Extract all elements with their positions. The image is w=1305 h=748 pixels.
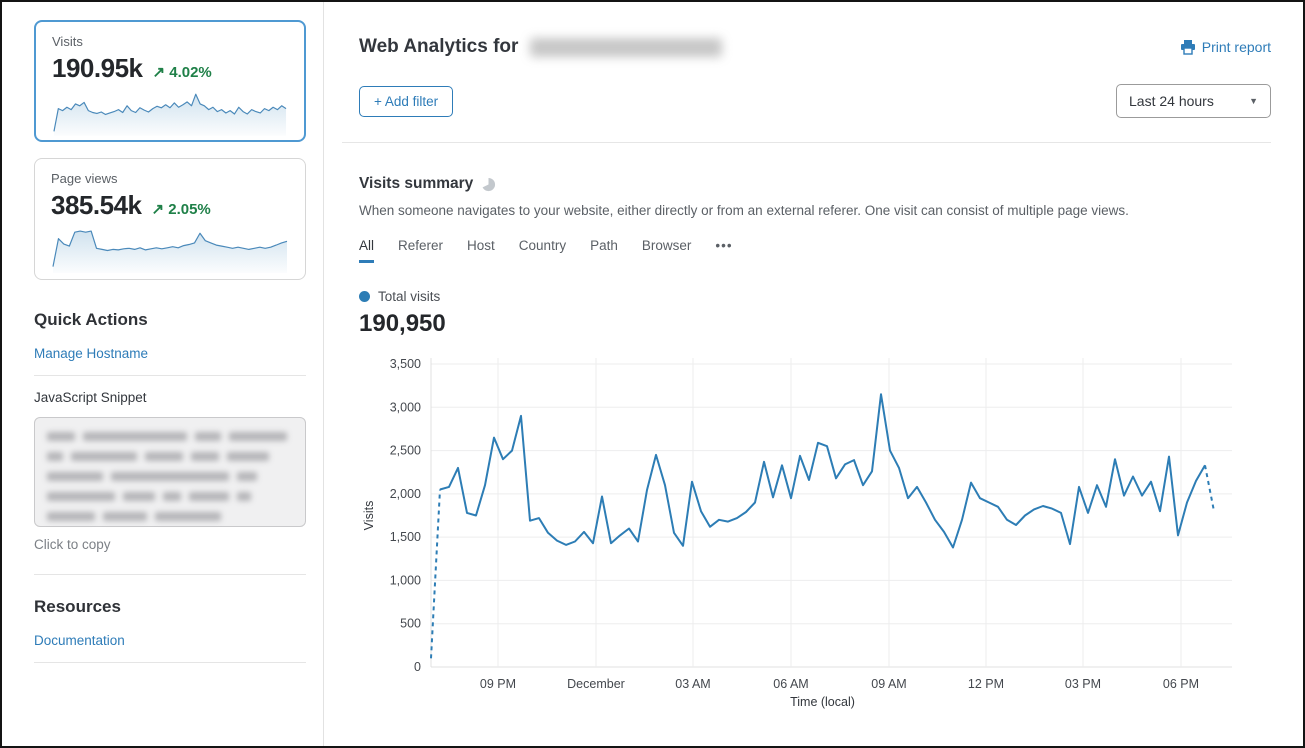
- svg-text:3,000: 3,000: [390, 400, 421, 414]
- svg-text:06 PM: 06 PM: [1163, 677, 1199, 691]
- metric-value: 385.54k: [51, 190, 142, 220]
- redacted-snippet-line: [47, 472, 293, 481]
- time-range-value: Last 24 hours: [1129, 93, 1214, 109]
- legend-label: Total visits: [378, 289, 441, 304]
- summary-tabs: All Referer Host Country Path Browser ••…: [359, 238, 1271, 263]
- tab-referer[interactable]: Referer: [398, 238, 444, 253]
- metric-value: 190.95k: [52, 53, 143, 83]
- tab-browser[interactable]: Browser: [641, 238, 692, 253]
- metric-delta: ↗ 2.05%: [151, 201, 211, 218]
- time-range-select[interactable]: Last 24 hours ▼: [1116, 84, 1271, 118]
- redacted-snippet-line: [47, 512, 293, 521]
- svg-text:December: December: [567, 677, 625, 691]
- resources-title: Resources: [34, 597, 121, 616]
- divider: [34, 574, 306, 575]
- tab-country[interactable]: Country: [518, 238, 567, 253]
- svg-text:06 AM: 06 AM: [773, 677, 808, 691]
- svg-text:Time (local): Time (local): [790, 695, 855, 709]
- js-snippet-box[interactable]: [34, 417, 306, 527]
- metric-label: Page views: [51, 171, 118, 186]
- tab-all[interactable]: All: [359, 238, 375, 263]
- legend-dot-icon: [359, 291, 370, 302]
- trend-up-icon: ↗: [151, 201, 165, 218]
- section-description: When someone navigates to your website, …: [359, 203, 1129, 218]
- svg-text:1,500: 1,500: [390, 530, 421, 544]
- svg-text:12 PM: 12 PM: [968, 677, 1004, 691]
- metric-card-pageviews[interactable]: Page views 385.54k ↗ 2.05%: [34, 158, 306, 280]
- svg-text:1,000: 1,000: [390, 573, 421, 587]
- js-snippet-label: JavaScript Snippet: [34, 390, 147, 405]
- add-filter-button[interactable]: + Add filter: [359, 85, 454, 117]
- svg-text:09 AM: 09 AM: [871, 677, 906, 691]
- visits-line-chart: 0 500 1,000 1,500 2,000 2,500 3,000 3,500 09 PM D…: [362, 357, 1232, 709]
- divider: [34, 662, 306, 663]
- printer-icon: [1180, 40, 1195, 55]
- svg-text:03 AM: 03 AM: [675, 677, 710, 691]
- sidebar: Visits 190.95k ↗ 4.02% Page views 385.54…: [2, 2, 324, 746]
- svg-text:2,000: 2,000: [390, 487, 421, 501]
- pageviews-sparkline: [52, 230, 288, 273]
- metric-card-visits[interactable]: Visits 190.95k ↗ 4.02%: [34, 20, 306, 142]
- svg-text:3,500: 3,500: [390, 357, 421, 371]
- divider: [342, 142, 1271, 143]
- page-title: Web Analytics for: [359, 36, 723, 58]
- chevron-down-icon: ▼: [1249, 96, 1258, 106]
- redacted-snippet-line: [47, 452, 293, 461]
- svg-text:03 PM: 03 PM: [1065, 677, 1101, 691]
- trend-up-icon: ↗: [152, 64, 166, 81]
- main-panel: Web Analytics for Print report + Add fil…: [324, 2, 1303, 746]
- divider: [34, 375, 306, 376]
- documentation-link[interactable]: Documentation: [34, 633, 125, 648]
- svg-text:0: 0: [414, 660, 421, 674]
- svg-text:09 PM: 09 PM: [480, 677, 516, 691]
- section-title: Visits summary: [359, 175, 474, 192]
- metric-delta: ↗ 4.02%: [152, 64, 212, 81]
- copy-hint: Click to copy: [34, 537, 111, 552]
- total-visits-value: 190,950: [359, 310, 446, 337]
- manage-hostname-link[interactable]: Manage Hostname: [34, 346, 149, 361]
- tab-host[interactable]: Host: [467, 238, 495, 253]
- visits-sparkline: [53, 93, 287, 136]
- redacted-snippet-line: [47, 492, 293, 501]
- tab-path[interactable]: Path: [590, 238, 618, 253]
- print-report-link[interactable]: Print report: [1180, 39, 1271, 55]
- redacted-domain: [530, 37, 723, 57]
- chart-legend: Total visits: [359, 289, 1271, 304]
- metric-label: Visits: [52, 34, 83, 49]
- svg-text:500: 500: [400, 617, 421, 631]
- pie-chart-icon: [481, 177, 496, 191]
- quick-actions-title: Quick Actions: [34, 310, 148, 329]
- tab-more[interactable]: •••: [715, 238, 733, 253]
- visits-summary-section: Visits summary When someone navigates to…: [359, 175, 1271, 710]
- redacted-snippet-line: [47, 432, 293, 441]
- svg-text:Visits: Visits: [362, 501, 376, 531]
- svg-text:2,500: 2,500: [390, 444, 421, 458]
